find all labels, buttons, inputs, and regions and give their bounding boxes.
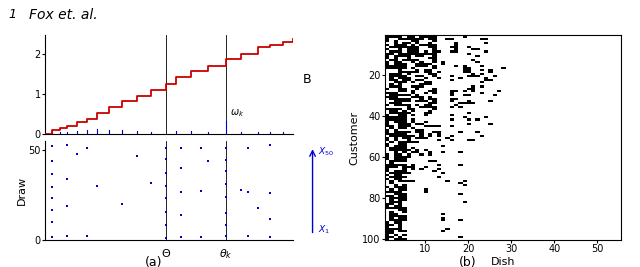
Point <box>196 146 206 151</box>
Point <box>196 234 206 239</box>
Y-axis label: Draw: Draw <box>17 176 27 205</box>
Point <box>221 234 231 238</box>
Text: B: B <box>303 73 311 86</box>
Point <box>161 183 172 188</box>
Point <box>253 206 263 210</box>
Point <box>176 190 186 194</box>
Point <box>62 234 72 238</box>
Point <box>47 208 58 212</box>
Text: 1: 1 <box>8 8 17 21</box>
Text: $\Theta$: $\Theta$ <box>161 248 172 260</box>
Point <box>243 190 253 194</box>
Point <box>131 154 141 158</box>
Point <box>147 181 157 185</box>
Point <box>196 189 206 194</box>
Point <box>161 223 172 227</box>
Point <box>62 143 72 147</box>
Point <box>62 204 72 208</box>
X-axis label: Dish: Dish <box>490 257 515 267</box>
Text: $\theta_k$: $\theta_k$ <box>219 142 232 156</box>
Y-axis label: Customer: Customer <box>349 111 360 164</box>
Point <box>266 217 276 221</box>
Point <box>161 146 172 150</box>
Point <box>243 146 253 150</box>
Point <box>221 194 231 199</box>
Point <box>204 159 214 163</box>
Point <box>82 233 92 238</box>
Point <box>243 234 253 238</box>
Point <box>47 235 58 239</box>
Point <box>176 146 186 150</box>
Point <box>161 157 172 162</box>
Point <box>72 152 82 156</box>
Text: $\Theta$: $\Theta$ <box>161 142 172 154</box>
Point <box>221 169 231 174</box>
Point <box>221 182 231 186</box>
Text: $\omega_k$: $\omega_k$ <box>230 107 244 119</box>
Point <box>221 223 231 227</box>
Point <box>266 191 276 196</box>
Point <box>47 159 58 163</box>
Text: $\theta_k$: $\theta_k$ <box>219 248 232 261</box>
Text: $X_1$: $X_1$ <box>317 224 330 236</box>
Point <box>47 172 58 176</box>
Point <box>221 210 231 215</box>
Point <box>236 188 246 192</box>
Point <box>92 184 102 189</box>
Point <box>221 146 231 150</box>
Point <box>47 184 58 189</box>
Point <box>161 171 172 175</box>
Point <box>161 210 172 214</box>
Point <box>176 213 186 217</box>
Text: (b): (b) <box>458 256 476 267</box>
Point <box>82 146 92 150</box>
Text: Fox et. al.: Fox et. al. <box>29 8 97 22</box>
Text: (a): (a) <box>145 256 163 267</box>
Point <box>161 236 172 240</box>
Point <box>266 235 276 239</box>
Text: $X_{50}$: $X_{50}$ <box>317 146 333 158</box>
Point <box>176 235 186 239</box>
Point <box>47 143 58 148</box>
Point <box>221 158 231 163</box>
Point <box>176 166 186 170</box>
Point <box>116 202 127 206</box>
Point <box>62 176 72 181</box>
Point <box>266 143 276 147</box>
Point <box>47 196 58 200</box>
Point <box>161 196 172 200</box>
Point <box>47 220 58 224</box>
